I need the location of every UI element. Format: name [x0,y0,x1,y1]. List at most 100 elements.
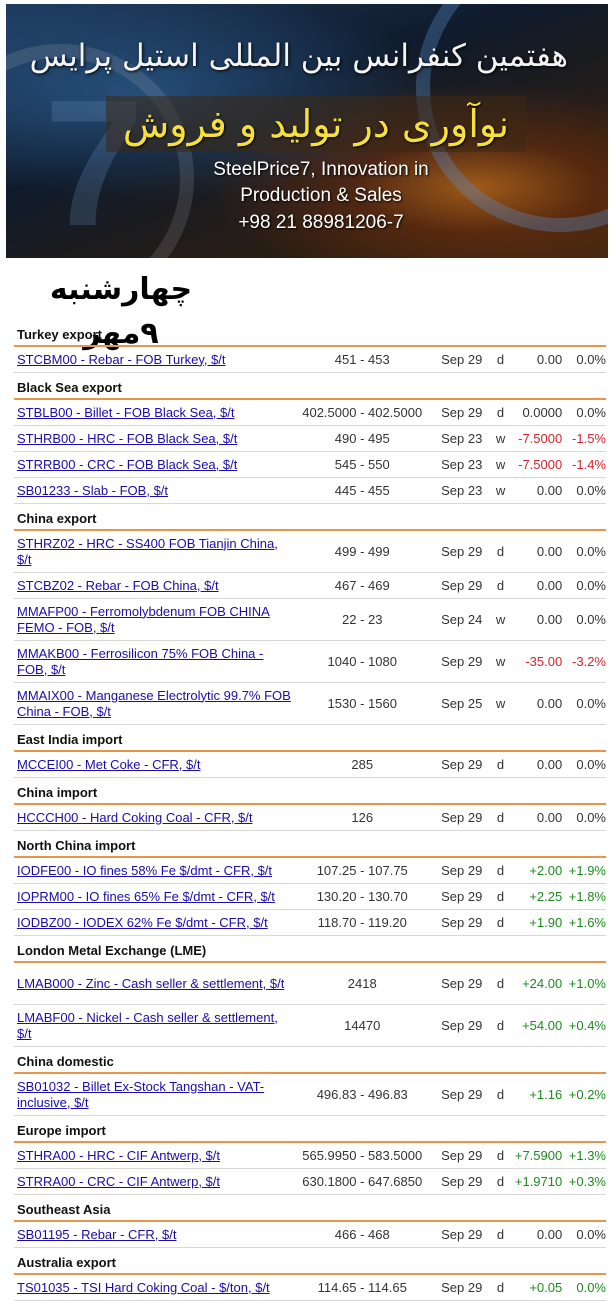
price-link[interactable]: TS01035 - TSI Hard Coking Coal - $/ton, … [17,1279,270,1295]
price-change-percent: +1.9% [568,863,606,878]
price-range: 1040 - 1080 [327,654,397,669]
price-link[interactable]: MMAKB00 - Ferrosilicon 75% FOB China - F… [17,645,264,677]
price-range: 490 - 495 [334,431,390,446]
price-link[interactable]: IODBZ00 - IODEX 62% Fe $/dmt - CFR, $/t [17,914,268,930]
price-range: 126 [351,810,374,825]
price-link[interactable]: IOPRM00 - IO fines 65% Fe $/dmt - CFR, $… [17,888,275,904]
price-date: Sep 29 [441,810,483,825]
price-link[interactable]: MMAFP00 - Ferromolybdenum FOB CHINA FEMO… [17,603,270,635]
price-change-percent: 0.0% [576,810,606,825]
price-change: 0.00 [536,578,563,593]
price-link[interactable]: MMAIX00 - Manganese Electrolytic 99.7% F… [17,687,291,719]
date-label: چهارشنبه ۹مهر [49,272,193,351]
price-frequency: w [495,654,506,669]
price-link[interactable]: STHRZ02 - HRC - SS400 FOB Tianjin China,… [17,535,278,567]
price-change: 0.00 [536,352,563,367]
price-date: Sep 29 [441,1148,483,1163]
table-row: LMABF00 - Nickel - Cash seller & settlem… [14,1005,606,1047]
price-link[interactable]: HCCCH00 - Hard Coking Coal - CFR, $/t [17,809,253,825]
price-frequency: d [496,976,505,991]
price-change: -35.00 [525,654,563,669]
price-range: 14470 [344,1018,381,1033]
price-range: 630.1800 - 647.6850 [302,1174,423,1189]
price-range: 285 [351,757,374,772]
banner-phone: +98 21 88981206-7 [238,212,404,233]
price-change-percent: +1.8% [568,889,606,904]
price-change: 0.00 [536,612,563,627]
section-heading: London Metal Exchange (LME) [14,936,606,963]
price-frequency: d [496,352,505,367]
table-row: STCBM00 - Rebar - FOB Turkey, $/t 451 - 4… [14,347,606,373]
price-range: 499 - 499 [334,544,390,559]
price-frequency: d [496,1148,505,1163]
price-range: 130.20 - 130.70 [316,889,408,904]
price-change-percent: 0.0% [576,757,606,772]
price-change-percent: +1.0% [568,976,606,991]
price-frequency: d [496,810,505,825]
price-link[interactable]: LMABF00 - Nickel - Cash seller & settlem… [17,1009,278,1041]
price-change: 0.00 [536,757,563,772]
price-link[interactable]: MCCEI00 - Met Coke - CFR, $/t [17,756,201,772]
banner-subtitle-persian: نوآوری در تولید و فروش [106,96,526,152]
table-row: MMAIX00 - Manganese Electrolytic 99.7% F… [14,683,606,725]
price-link[interactable]: IODFE00 - IO fines 58% Fe $/dmt - CFR, $… [17,862,273,878]
price-link[interactable]: STRRB00 - CRC - FOB Black Sea, $/t [17,456,238,472]
banner-english-line2: Production & Sales [240,185,402,206]
price-frequency: d [496,405,505,420]
price-range: 451 - 453 [334,352,390,367]
table-row: MMAFP00 - Ferromolybdenum FOB CHINA FEMO… [14,599,606,641]
price-link[interactable]: STCBZ02 - Rebar - FOB China, $/t [17,577,219,593]
table-row: MMAKB00 - Ferrosilicon 75% FOB China - F… [14,641,606,683]
price-date: Sep 23 [441,457,483,472]
price-date: Sep 23 [441,483,483,498]
table-row: STBLB00 - Billet - FOB Black Sea, $/t 402… [14,400,606,426]
price-frequency: d [496,1174,505,1189]
price-link[interactable]: STRRA00 - CRC - CIF Antwerp, $/t [17,1173,220,1189]
price-change-percent: 0.0% [576,544,606,559]
price-link[interactable]: SB01195 - Rebar - CFR, $/t [17,1226,177,1242]
table-row: STCBZ02 - Rebar - FOB China, $/t 467 - 46… [14,573,606,599]
price-link[interactable]: STBLB00 - Billet - FOB Black Sea, $/t [17,404,235,420]
price-frequency: w [495,612,506,627]
banner-english-text: SteelPrice7, Innovation in Production & … [196,157,446,209]
section-heading: China import [14,778,606,805]
price-range: 496.83 - 496.83 [316,1087,408,1102]
price-link[interactable]: LMAB000 - Zinc - Cash seller & settlemen… [17,975,285,991]
section-heading: China export [14,504,606,531]
price-range: 466 - 468 [334,1227,390,1242]
table-row: IOPRM00 - IO fines 65% Fe $/dmt - CFR, $… [14,884,606,910]
price-date: Sep 29 [441,757,483,772]
price-change-percent: 0.0% [576,612,606,627]
price-link[interactable]: STCBM00 - Rebar - FOB Turkey, $/t [17,351,226,367]
price-change: +1.90 [529,915,563,930]
table-row: SB01195 - Rebar - CFR, $/t 466 - 468 Sep 2… [14,1222,606,1248]
price-frequency: d [496,757,505,772]
price-date: Sep 29 [441,863,483,878]
price-frequency: d [496,578,505,593]
price-date: Sep 29 [441,1280,483,1295]
price-link[interactable]: SB01233 - Slab - FOB, $/t [17,482,169,498]
price-frequency: w [495,483,506,498]
price-change-percent: -3.2% [572,654,606,669]
price-change-percent: -1.5% [572,431,606,446]
table-row: SB01233 - Slab - FOB, $/t 445 - 455 Sep 23… [14,478,606,504]
table-row: IODFE00 - IO fines 58% Fe $/dmt - CFR, $… [14,858,606,884]
price-table: Turkey export STCBM00 - Rebar - FOB Turke… [14,320,606,1301]
price-date: Sep 23 [441,431,483,446]
price-change: -7.5000 [518,457,563,472]
price-frequency: d [496,544,505,559]
price-change-percent: 0.0% [576,483,606,498]
price-link[interactable]: STHRA00 - HRC - CIF Antwerp, $/t [17,1147,220,1163]
conference-banner: 7 هفتمین کنفرانس بین المللی استیل پرایس … [6,4,608,258]
section-heading: East India import [14,725,606,752]
table-row: LMAB000 - Zinc - Cash seller & settlemen… [14,963,606,1005]
price-change: 0.00 [536,1227,563,1242]
price-link[interactable]: SB01032 - Billet Ex-Stock Tangshan - VAT… [17,1078,265,1110]
price-change: 0.00 [536,483,563,498]
price-range: 445 - 455 [334,483,390,498]
price-date: Sep 29 [441,889,483,904]
price-date: Sep 25 [441,696,483,711]
price-change: 0.00 [536,810,563,825]
price-link[interactable]: STHRB00 - HRC - FOB Black Sea, $/t [17,430,238,446]
price-date: Sep 29 [441,405,483,420]
